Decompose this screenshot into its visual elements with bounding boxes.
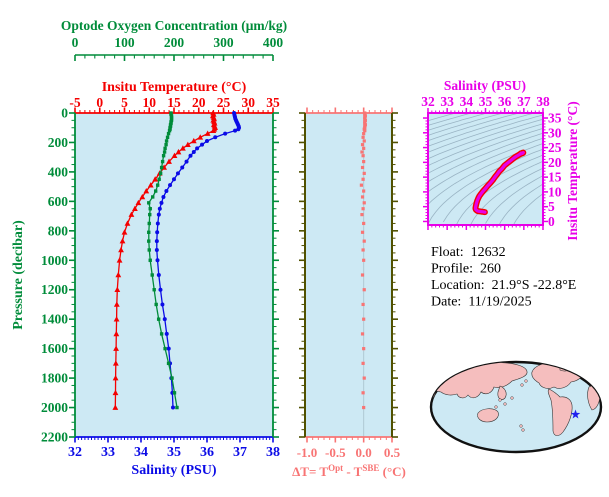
tick-label: 400 <box>48 164 69 179</box>
tick-label: 10 <box>143 95 157 110</box>
info-date: Date: 11/19/2025 <box>431 295 532 310</box>
tick-label: 35 <box>167 445 181 460</box>
tick-label: 34 <box>460 94 474 109</box>
tick-label: -0.5 <box>325 445 346 460</box>
tick-label: 38 <box>536 94 550 109</box>
tick-label: 200 <box>164 35 185 50</box>
tick-label: 36 <box>200 445 214 460</box>
tick-label: -1.0 <box>297 445 318 460</box>
tick-label: 37 <box>517 94 531 109</box>
temperature-axis: -5 0 5 10 15 20 25 30 35 <box>69 95 280 110</box>
tick-label: -5 <box>69 95 80 110</box>
tick-label: 0 <box>96 95 103 110</box>
tick-label: 200 <box>48 135 69 150</box>
tick-label: 33 <box>440 94 454 109</box>
profile-plot: 32 33 34 35 36 37 38 0 200 400 600 800 1000 1200 1400 1… <box>41 106 280 461</box>
tick-label: 35 <box>479 94 493 109</box>
tick-label: 20 <box>192 95 206 110</box>
oxygen-axis-title: Optode Oxygen Concentration (μm/kg) <box>61 18 287 33</box>
tick-label: 100 <box>114 35 135 50</box>
tick-label: 20 <box>548 155 562 170</box>
tick-label: 38 <box>266 445 280 460</box>
delta-t-series <box>359 111 367 410</box>
tick-label: 2000 <box>41 400 68 415</box>
isopycnal-contours <box>428 113 543 225</box>
tick-label: 2200 <box>41 430 68 445</box>
tick-label: 15 <box>167 95 181 110</box>
tick-label: 400 <box>263 35 284 50</box>
tick-label: 1600 <box>41 341 68 356</box>
tick-label: 1000 <box>41 253 68 268</box>
tick-label: 25 <box>217 95 231 110</box>
tick-label: 800 <box>48 223 69 238</box>
tick-label: 36 <box>498 94 512 109</box>
salinity-series <box>154 111 242 410</box>
ts-curve <box>472 149 527 216</box>
tick-label: 35 <box>266 95 280 110</box>
tick-label: 5 <box>548 199 555 214</box>
info-profile: Profile: 260 <box>431 262 501 277</box>
location-star-icon <box>570 409 581 419</box>
world-map <box>429 360 603 454</box>
tick-label: 37 <box>233 445 247 460</box>
tick-label: 10 <box>548 184 562 199</box>
tick-label: 300 <box>213 35 234 50</box>
tick-label: 1200 <box>41 282 68 297</box>
tick-label: 35 <box>548 111 562 126</box>
tick-label: 34 <box>134 445 148 460</box>
salinity-axis-title: Salinity (PSU) <box>131 463 217 478</box>
ts-salinity-title: Salinity (PSU) <box>444 78 526 93</box>
tick-label: 32 <box>68 445 82 460</box>
info-float: Float: 12632 <box>431 245 506 260</box>
tick-label: 0 <box>548 214 555 229</box>
tick-label: 0 <box>72 35 79 50</box>
tick-label: 32 <box>421 94 435 109</box>
tick-label: 30 <box>548 125 562 140</box>
tick-label: 5 <box>121 95 128 110</box>
tick-label: 15 <box>548 170 562 185</box>
ts-temperature-title: Insitu Temperature (°C) <box>565 101 580 240</box>
tick-label: 600 <box>48 194 69 209</box>
delta-t-axis-label: ΔT= TOpt - TSBE (°C) <box>292 463 406 479</box>
oxygen-axis: 0 100 200 300 400 <box>72 35 284 61</box>
tick-label: 25 <box>548 140 562 155</box>
pressure-axis-title: Pressure (decibar) <box>11 220 26 330</box>
tick-label: 1800 <box>41 371 68 386</box>
tick-label: 0 <box>61 106 68 121</box>
info-block: Float: 12632 Profile: 260 Location: 21.9°S … <box>431 245 576 310</box>
info-location: Location: 21.9°S -22.8°E <box>431 278 576 293</box>
tick-label: 0.0 <box>356 445 372 460</box>
tick-label: 1400 <box>41 312 68 327</box>
temperature-axis-title: Insitu Temperature (°C) <box>102 80 247 95</box>
optode-oxygen-series <box>147 111 179 410</box>
tick-label: 30 <box>242 95 256 110</box>
delta-t-plot: -1.0 -0.5 0.0 0.5 <box>297 107 401 460</box>
tick-label: 0.5 <box>384 445 401 460</box>
tick-label: 33 <box>101 445 115 460</box>
